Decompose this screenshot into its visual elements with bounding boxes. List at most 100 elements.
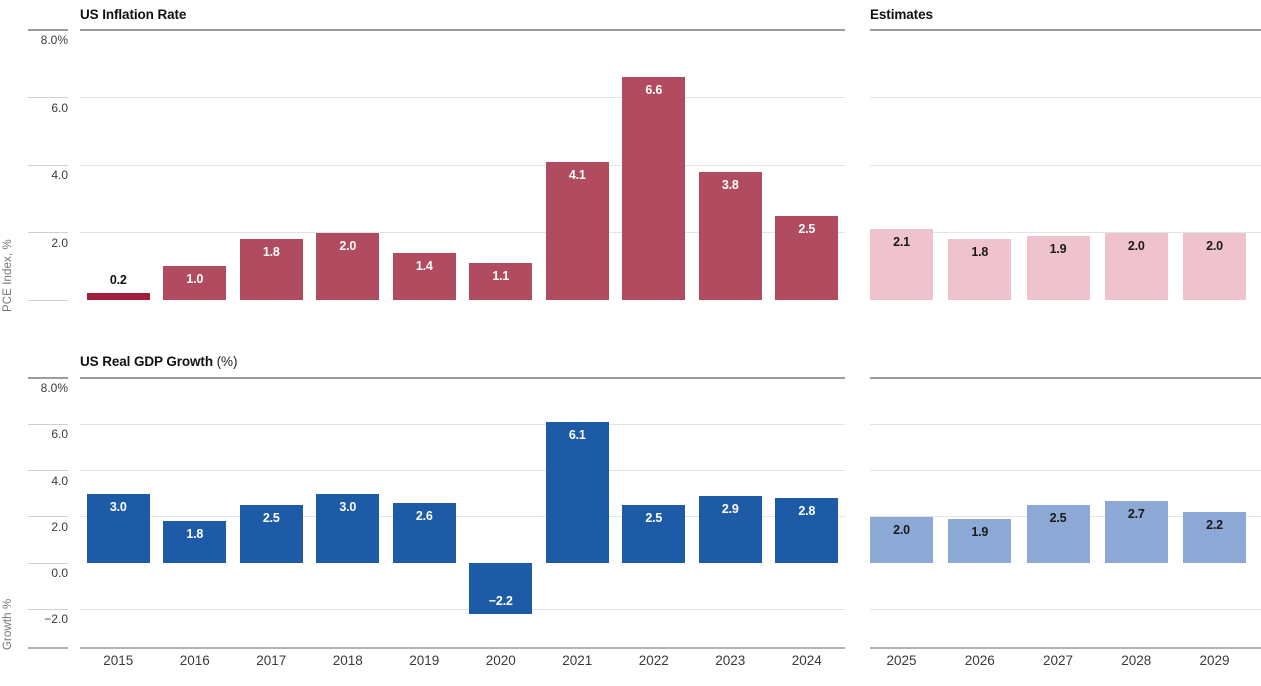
y-axis-tick xyxy=(28,164,68,166)
bar xyxy=(1026,235,1090,300)
y-axis-tick-label: 6.0 xyxy=(51,100,68,115)
bar xyxy=(1104,232,1168,300)
bar-value-label: 2.0 xyxy=(1127,238,1145,253)
y-axis-tick-label: 8.0% xyxy=(40,33,68,47)
x-axis-year-label: 2018 xyxy=(332,653,363,668)
bar-value-label: 6.1 xyxy=(568,427,586,442)
gridline xyxy=(870,97,1261,98)
x-axis-year-label: 2024 xyxy=(791,653,822,668)
bar xyxy=(870,516,933,563)
bar xyxy=(1026,505,1090,563)
bar-value-label: −2.2 xyxy=(488,593,513,608)
y-axis-tick xyxy=(28,423,68,425)
gridline xyxy=(80,97,845,98)
bar xyxy=(622,505,686,563)
bar-value-label: 2.8 xyxy=(798,504,816,519)
x-axis-year-label: 2029 xyxy=(1199,653,1230,668)
bar-value-label: 2.6 xyxy=(415,508,433,523)
chart-top-border-gridline xyxy=(80,29,845,31)
x-axis-line-estimates xyxy=(870,647,1261,649)
bar-value-label: 1.8 xyxy=(186,527,204,542)
x-axis-year-label: 2028 xyxy=(1121,653,1152,668)
x-axis-year-label: 2020 xyxy=(485,653,516,668)
gridline xyxy=(870,232,1261,233)
gridline xyxy=(870,608,1261,610)
x-axis-year-label: 2026 xyxy=(964,653,995,668)
bar xyxy=(545,421,609,563)
gridline xyxy=(80,232,845,233)
y-axis-tick xyxy=(28,608,68,610)
bar xyxy=(392,252,456,300)
bar-value-label: 2.2 xyxy=(1206,518,1223,533)
y-axis-tick-label: 6.0 xyxy=(51,427,68,442)
x-axis-line-historical xyxy=(80,647,845,649)
bar-value-label: 6.6 xyxy=(645,83,663,98)
x-axis-year-label: 2017 xyxy=(256,653,287,668)
bar xyxy=(86,293,150,300)
bar-value-label: 3.8 xyxy=(721,177,739,192)
bar-value-label: 2.9 xyxy=(721,501,739,516)
bar-value-label: 2.7 xyxy=(1127,506,1145,521)
chart-top-border-gridline xyxy=(80,377,845,379)
bar xyxy=(622,77,686,300)
bar xyxy=(469,563,533,614)
y-axis-tick xyxy=(28,299,68,301)
x-axis-year-label: 2015 xyxy=(103,653,134,668)
bar xyxy=(86,493,150,563)
bar xyxy=(1183,512,1246,563)
y-axis-tick xyxy=(28,97,68,98)
bar xyxy=(870,229,933,300)
x-axis-year-label: 2016 xyxy=(179,653,210,668)
gridline xyxy=(80,470,845,471)
bar xyxy=(698,171,762,300)
x-axis-year-label: 2019 xyxy=(409,653,440,668)
x-axis-year-label: 2023 xyxy=(715,653,746,668)
bar-value-label: 2.0 xyxy=(339,238,357,253)
y-axis-tick xyxy=(28,516,68,518)
bar-value-label: 2.0 xyxy=(1206,238,1223,253)
x-axis-year-label: 2022 xyxy=(638,653,669,668)
bar-value-label: 1.0 xyxy=(186,272,204,287)
y-axis-tick xyxy=(28,232,68,233)
bar-value-label: 3.0 xyxy=(109,499,127,514)
bar-value-label: 2.5 xyxy=(645,511,663,526)
gdp-chart-title: US Real GDP Growth (%) xyxy=(80,354,237,369)
bar xyxy=(239,505,303,563)
bar xyxy=(1104,500,1168,563)
y-axis-tick xyxy=(28,562,68,564)
y-axis-tick xyxy=(28,470,68,471)
gdp-chart-title-text: US Real GDP Growth xyxy=(80,354,213,369)
bar xyxy=(469,262,533,300)
bar-value-label: 4.1 xyxy=(568,167,586,182)
bar xyxy=(775,215,839,300)
y-axis-tick-label: 2.0 xyxy=(51,519,68,534)
gdp-chart-title-unit: (%) xyxy=(216,354,238,369)
gridline xyxy=(870,470,1261,471)
bar xyxy=(163,266,227,300)
y-axis-tick-label: 4.0 xyxy=(51,473,68,488)
inflation-chart-title: US Inflation Rate xyxy=(80,7,187,22)
bar-value-label: 2.0 xyxy=(893,522,910,537)
y-axis-tick-label: 0.0 xyxy=(51,566,68,580)
bar-value-label: 1.4 xyxy=(415,258,433,273)
chart-top-border-gridline xyxy=(870,29,1261,31)
bar xyxy=(948,239,1012,300)
y-axis-tick-label: −2.0 xyxy=(44,612,68,627)
y-axis-tick-label: 8.0% xyxy=(40,381,68,395)
bar-value-label: 2.1 xyxy=(893,235,910,250)
y-axis-tick xyxy=(28,29,68,31)
bar-value-label: 1.9 xyxy=(1049,241,1067,256)
bar xyxy=(392,502,456,563)
gridline xyxy=(80,608,845,610)
bar-value-label: 1.8 xyxy=(971,245,989,260)
bar xyxy=(775,498,839,563)
x-axis-left-stub xyxy=(28,647,68,649)
y-axis-tick-label: 2.0 xyxy=(51,235,68,250)
bar xyxy=(698,495,762,563)
x-axis-year-label: 2025 xyxy=(886,653,917,668)
gridline xyxy=(80,516,845,518)
bar-value-label: 0.2 xyxy=(109,273,127,288)
gridline xyxy=(80,423,845,425)
bar xyxy=(316,493,380,563)
